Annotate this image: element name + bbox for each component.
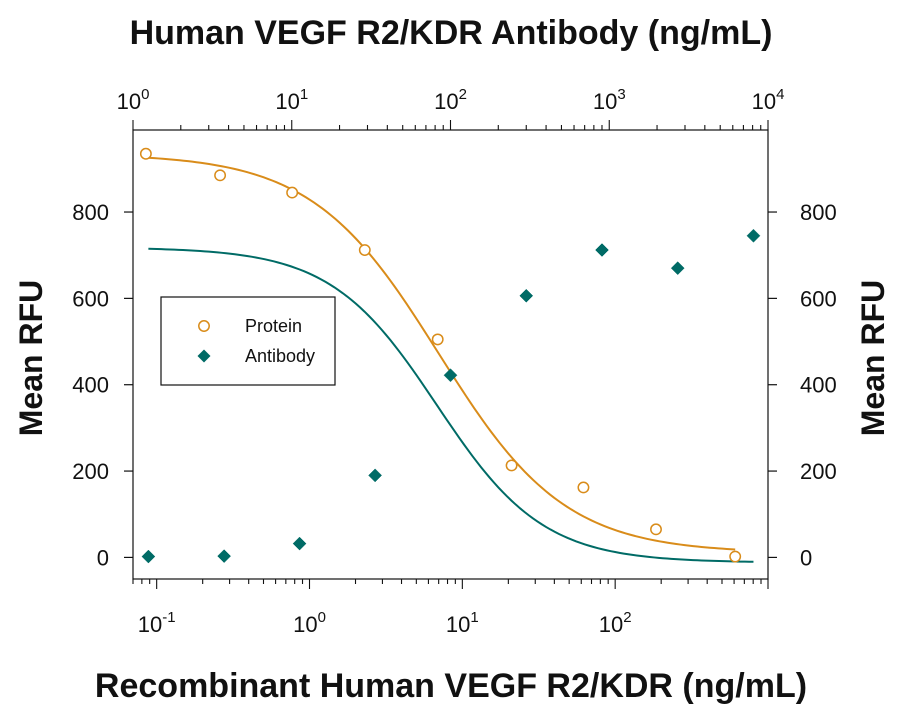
x-tick-label-top: 100 bbox=[117, 86, 150, 114]
x-tick-label-bottom: 102 bbox=[599, 609, 632, 637]
data-point-antibody bbox=[141, 549, 156, 564]
x-tick-label-bottom: 101 bbox=[446, 609, 479, 637]
y-tick-label-left: 600 bbox=[72, 286, 109, 311]
y-tick-label-right: 400 bbox=[800, 373, 837, 398]
y-tick-label-right: 200 bbox=[800, 459, 837, 484]
data-point-protein bbox=[431, 333, 444, 346]
y-tick-label-right: 600 bbox=[800, 286, 837, 311]
x-axis-label: Recombinant Human VEGF R2/KDR (ng/mL) bbox=[95, 667, 807, 705]
data-point-protein bbox=[214, 169, 227, 182]
legend: Protein Antibody bbox=[160, 296, 336, 386]
data-point-protein bbox=[358, 244, 371, 256]
data-point-protein bbox=[139, 147, 152, 160]
y-tick-label-left: 200 bbox=[72, 459, 109, 484]
data-point-antibody bbox=[217, 549, 231, 563]
data-point-protein bbox=[505, 459, 518, 472]
y-tick-label-right: 0 bbox=[800, 545, 812, 570]
data-point-antibody bbox=[519, 288, 534, 303]
legend-label-protein: Protein bbox=[245, 316, 302, 336]
data-point-antibody bbox=[292, 536, 307, 551]
data-points bbox=[139, 147, 761, 564]
y-tick-label-left: 800 bbox=[72, 200, 109, 225]
data-point-antibody bbox=[443, 368, 458, 383]
legend-marker-protein bbox=[198, 320, 210, 332]
axes: 0 0 200 200 400 400 600 600 800 800 10-1 100 101 102 1… bbox=[72, 86, 836, 637]
data-point-protein bbox=[286, 186, 299, 199]
data-point-antibody bbox=[368, 468, 382, 483]
data-point-antibody bbox=[746, 228, 761, 243]
y-tick-label-right: 800 bbox=[800, 200, 837, 225]
data-point-protein bbox=[650, 523, 662, 536]
x-tick-label-bottom: 100 bbox=[293, 609, 326, 637]
fit-curve-antibody bbox=[148, 247, 754, 563]
legend-marker-antibody bbox=[197, 349, 211, 363]
y-tick-label-left: 400 bbox=[72, 373, 109, 398]
fit-curves bbox=[145, 156, 754, 563]
data-point-protein bbox=[729, 550, 742, 563]
data-point-protein bbox=[577, 481, 590, 494]
fit-curve-protein bbox=[145, 156, 736, 551]
chart-title: Human VEGF R2/KDR Antibody (ng/mL) bbox=[130, 14, 773, 52]
x-tick-label-top: 102 bbox=[434, 86, 467, 114]
x-tick-label-top: 103 bbox=[593, 86, 626, 114]
x-tick-label-top: 104 bbox=[752, 86, 785, 114]
y-tick-label-left: 0 bbox=[97, 545, 109, 570]
y-axis-label-right: Mean RFU bbox=[855, 280, 891, 436]
x-tick-label-top: 101 bbox=[275, 86, 308, 114]
y-axis-label-left: Mean RFU bbox=[13, 280, 49, 436]
legend-label-antibody: Antibody bbox=[245, 346, 315, 366]
data-point-antibody bbox=[670, 261, 685, 276]
data-point-antibody bbox=[595, 243, 609, 257]
legend-box bbox=[160, 296, 336, 386]
x-tick-label-bottom: 10-1 bbox=[138, 609, 176, 637]
